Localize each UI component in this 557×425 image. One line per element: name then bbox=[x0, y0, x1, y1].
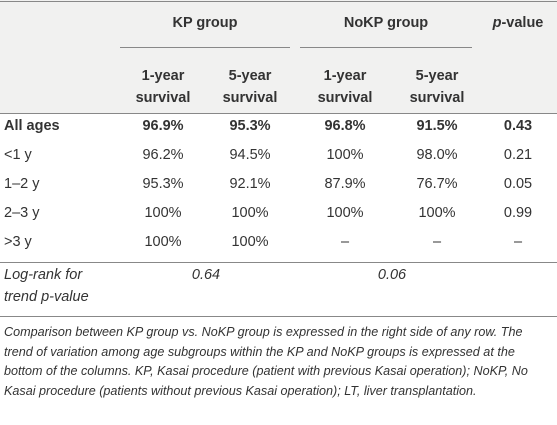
cell: – bbox=[340, 234, 350, 250]
cell: 76.7% bbox=[416, 176, 458, 192]
footnote: Comparison between KP group vs. NoKP gro… bbox=[4, 325, 528, 398]
group-header: NoKP group bbox=[343, 15, 429, 31]
row-label: All ages bbox=[4, 118, 60, 134]
row-label: >3 y bbox=[4, 234, 32, 250]
rule bbox=[0, 316, 557, 317]
rule bbox=[0, 262, 557, 263]
cell: 100% bbox=[231, 234, 269, 250]
cell: 96.9% bbox=[142, 118, 184, 134]
cell: 100% bbox=[144, 234, 182, 250]
p-italic: p bbox=[492, 15, 502, 31]
sub-header: 1-year bbox=[323, 68, 367, 84]
cell: 92.1% bbox=[229, 176, 271, 192]
rule bbox=[0, 1, 557, 2]
row-label: <1 y bbox=[4, 147, 32, 163]
sub-header: survival bbox=[135, 90, 191, 106]
cell: – bbox=[513, 234, 523, 250]
p-value-header: p-value bbox=[493, 14, 544, 32]
sub-header: survival bbox=[317, 90, 373, 106]
cell: 0.05 bbox=[503, 176, 533, 192]
trend-label: trend p-value bbox=[4, 289, 89, 305]
row-label: 2–3 y bbox=[4, 205, 40, 221]
p-rest: -value bbox=[501, 15, 544, 31]
cell: 0.99 bbox=[503, 205, 533, 221]
cell: 100% bbox=[326, 205, 364, 221]
rule bbox=[0, 113, 557, 114]
trend-value: 0.64 bbox=[191, 267, 221, 283]
cell: 100% bbox=[418, 205, 456, 221]
sub-header: 5-year bbox=[228, 68, 272, 84]
cell: 95.3% bbox=[229, 118, 271, 134]
cell: 87.9% bbox=[324, 176, 366, 192]
cell: – bbox=[432, 234, 442, 250]
row-label: 1–2 y bbox=[4, 176, 40, 192]
cell: 98.0% bbox=[416, 147, 458, 163]
cell: 100% bbox=[231, 205, 269, 221]
cell: 100% bbox=[326, 147, 364, 163]
cell: 91.5% bbox=[416, 118, 458, 134]
header-background bbox=[0, 0, 557, 113]
cell: 96.8% bbox=[324, 118, 366, 134]
cell: 96.2% bbox=[142, 147, 184, 163]
sub-header: 5-year bbox=[415, 68, 459, 84]
rule bbox=[120, 47, 290, 48]
cell: 100% bbox=[144, 205, 182, 221]
sub-header: survival bbox=[222, 90, 278, 106]
cell: 0.43 bbox=[503, 118, 533, 134]
sub-header: survival bbox=[409, 90, 465, 106]
trend-label: Log-rank for bbox=[4, 267, 83, 283]
trend-value: 0.06 bbox=[377, 267, 407, 283]
cell: 0.21 bbox=[503, 147, 533, 163]
group-header: KP group bbox=[172, 15, 238, 31]
cell: 95.3% bbox=[142, 176, 184, 192]
rule bbox=[300, 47, 472, 48]
cell: 94.5% bbox=[229, 147, 271, 163]
sub-header: 1-year bbox=[141, 68, 185, 84]
